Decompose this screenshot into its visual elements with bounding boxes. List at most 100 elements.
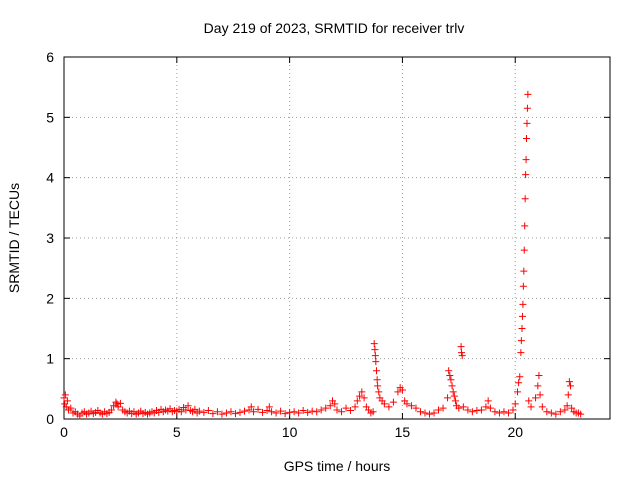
data-point	[370, 340, 378, 348]
data-point	[112, 398, 120, 406]
data-point	[458, 349, 466, 357]
data-point	[277, 407, 285, 415]
data-point	[491, 408, 499, 416]
data-point	[331, 400, 339, 408]
data-point	[263, 407, 271, 415]
data-point	[439, 404, 447, 412]
data-point	[351, 403, 359, 411]
data-point	[511, 400, 519, 408]
data-point	[227, 408, 235, 416]
data-point	[561, 406, 569, 414]
data-point	[521, 195, 529, 203]
data-point	[451, 397, 459, 405]
data-point	[369, 408, 377, 416]
data-point	[371, 352, 379, 360]
data-point	[67, 404, 75, 412]
data-point	[299, 407, 307, 415]
data-point	[517, 337, 525, 345]
data-point	[482, 403, 490, 411]
data-point	[450, 392, 458, 400]
data-point	[184, 402, 192, 410]
grid-lines	[64, 57, 610, 419]
data-point	[519, 282, 527, 290]
data-point	[464, 406, 472, 414]
data-point	[457, 343, 465, 351]
data-point	[504, 409, 512, 417]
data-point	[534, 382, 542, 390]
y-tick-label: 6	[46, 49, 54, 65]
data-point	[459, 403, 467, 411]
data-point	[389, 398, 397, 406]
data-point	[523, 119, 531, 127]
data-point	[60, 394, 68, 402]
data-point	[218, 410, 226, 418]
data-point	[455, 404, 463, 412]
data-point	[380, 400, 388, 408]
data-point	[326, 402, 334, 410]
data-point	[444, 394, 452, 402]
data-point	[107, 406, 115, 414]
data-point	[375, 388, 383, 396]
data-point	[360, 394, 368, 402]
data-point	[353, 397, 361, 405]
data-point	[385, 403, 393, 411]
data-point	[520, 267, 528, 275]
data-point	[231, 410, 239, 418]
y-tick-label: 1	[46, 351, 54, 367]
data-point	[265, 403, 273, 411]
data-point	[347, 407, 355, 415]
data-point	[317, 406, 325, 414]
data-point	[448, 382, 456, 390]
x-tick-label: 10	[282, 424, 298, 440]
data-point	[523, 134, 531, 142]
data-point	[473, 407, 481, 415]
data-point	[250, 408, 258, 416]
x-tick-label: 5	[173, 424, 181, 440]
data-point	[518, 325, 526, 332]
data-point	[338, 408, 346, 416]
data-point	[372, 367, 380, 375]
y-axis-label: SRMTID / TECUs	[6, 183, 22, 293]
x-tick-label: 20	[507, 424, 523, 440]
data-point	[412, 404, 420, 412]
data-point	[191, 405, 199, 413]
data-point	[113, 400, 121, 408]
axis-ticks	[63, 56, 610, 420]
data-point	[447, 376, 455, 384]
data-point	[556, 408, 564, 416]
data-point	[110, 402, 118, 410]
data-point	[421, 409, 429, 417]
data-point	[247, 403, 255, 411]
data-point	[564, 391, 572, 399]
y-tick-label: 4	[46, 170, 54, 186]
data-points	[60, 90, 585, 420]
data-point	[213, 408, 221, 416]
data-point	[527, 403, 535, 411]
data-point	[398, 386, 406, 394]
data-point	[563, 402, 571, 410]
data-point	[547, 409, 555, 417]
data-point	[567, 382, 575, 390]
data-point	[222, 409, 230, 417]
data-point	[509, 406, 517, 414]
data-point	[63, 397, 71, 405]
data-point	[521, 222, 529, 230]
data-point	[182, 406, 190, 414]
data-point	[486, 404, 494, 412]
y-tick-label: 5	[46, 109, 54, 125]
data-point	[522, 171, 530, 179]
data-point	[515, 379, 523, 387]
chart-title: Day 219 of 2023, SRMTID for receiver trl…	[204, 20, 465, 36]
data-point	[290, 408, 298, 416]
data-point	[513, 388, 521, 396]
data-point	[407, 402, 415, 410]
data-point	[342, 404, 350, 412]
data-point	[254, 405, 262, 413]
data-point	[259, 408, 267, 416]
data-point	[240, 407, 248, 415]
data-point	[295, 409, 303, 417]
data-point	[568, 404, 576, 412]
data-point	[543, 408, 551, 416]
data-point	[426, 410, 434, 418]
data-point	[268, 408, 276, 416]
